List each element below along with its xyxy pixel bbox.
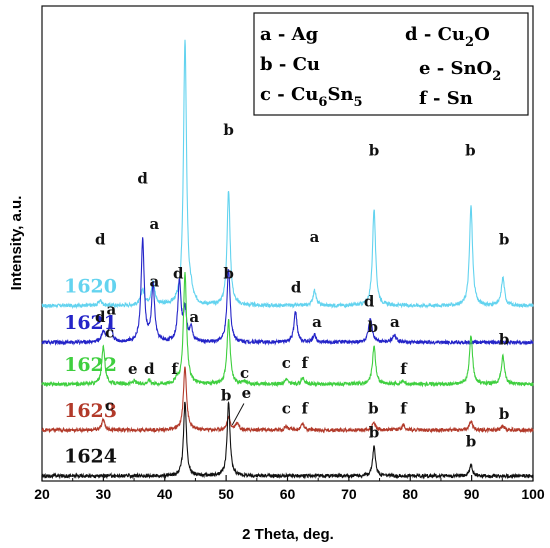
x-tick-label: 50 (218, 486, 234, 502)
annotation-leader-line (231, 403, 245, 426)
x-tick-label: 90 (464, 486, 480, 502)
peak-label-c: c (105, 397, 114, 415)
legend-entry-f: f - Sn (419, 88, 473, 109)
peak-label-a: a (149, 215, 159, 233)
series-name-label: 1621 (64, 312, 117, 334)
x-tick-label: 40 (157, 486, 173, 502)
peak-label-f: f (171, 360, 179, 378)
peak-label-d: d (291, 278, 302, 296)
peak-label-b: b (499, 330, 510, 348)
peak-label-c: c (240, 364, 249, 382)
series-line-1623 (41, 366, 534, 434)
peak-label-f: f (400, 360, 408, 378)
x-tick-label: 20 (34, 486, 50, 502)
legend-box (253, 12, 529, 116)
series-name-label: 1622 (64, 354, 117, 376)
series-name-label: 1623 (64, 400, 117, 422)
x-tick-label: 100 (521, 486, 545, 502)
y-axis-label: Intensity, a.u. (8, 196, 25, 291)
legend-entry-d: d - Cu2O (405, 24, 490, 50)
peak-label-d: d (144, 360, 155, 378)
legend-entry-e: e - SnO2 (419, 58, 501, 84)
peak-label-a: a (189, 308, 199, 326)
peak-label-a: a (390, 313, 400, 331)
series-name-label: 1620 (64, 275, 117, 297)
series-line-1622 (41, 271, 534, 388)
series-line-1620 (41, 39, 534, 310)
peak-label-f: f (301, 400, 309, 418)
peak-label-b: b (368, 318, 379, 336)
peak-label-b: b (223, 121, 234, 139)
x-tick-label: 70 (341, 486, 357, 502)
peak-label-d: d (364, 293, 375, 311)
peak-label-a: a (149, 272, 159, 290)
peak-label-b: b (223, 265, 234, 283)
peak-label-a: a (312, 313, 322, 331)
legend-entry-c: c - Cu6Sn5 (260, 84, 363, 110)
peak-label-b: b (466, 432, 477, 450)
peak-label-c: c (282, 400, 291, 418)
peak-label-a: a (310, 228, 320, 246)
peak-label-b: b (499, 405, 510, 423)
legend: a - Ag b - Cu c - Cu6Sn5 d - Cu2O e - Sn… (253, 12, 529, 116)
peak-label-b: b (465, 400, 476, 418)
series-layer: 1620ddabbabbb1621daadabdada1622cedfccfbf… (41, 39, 534, 480)
peak-label-e: e (128, 360, 138, 378)
peak-label-c: c (282, 354, 291, 372)
x-tick-label: 80 (402, 486, 418, 502)
peak-label-d: d (95, 231, 106, 249)
legend-entry-b: b - Cu (260, 54, 320, 75)
series-1620: 1620ddabbabbb (41, 39, 534, 310)
peak-label-c: c (105, 323, 114, 341)
peak-label-b: b (499, 231, 510, 249)
x-axis-ticks: 20 30 40 50 60 70 80 90 100 (34, 475, 545, 502)
peak-label-e: e (242, 384, 252, 402)
x-tick-label: 30 (96, 486, 112, 502)
peak-label-d: d (95, 308, 106, 326)
peak-label-d: d (137, 169, 148, 187)
peak-label-b: b (465, 141, 476, 159)
x-tick-label: 60 (280, 486, 296, 502)
peak-label-b: b (369, 424, 380, 442)
peak-label-b: b (368, 400, 379, 418)
peak-label-a: a (106, 300, 116, 318)
series-name-label: 1624 (64, 446, 117, 468)
peak-label-b: b (221, 386, 232, 404)
peak-label-f: f (400, 400, 408, 418)
peak-label-f: f (301, 354, 309, 372)
peak-label-d: d (173, 265, 184, 283)
x-axis-label: 2 Theta, deg. (242, 526, 334, 543)
peak-label-b: b (369, 141, 380, 159)
legend-entry-a: a - Ag (260, 24, 319, 45)
series-line-1621 (41, 237, 534, 346)
